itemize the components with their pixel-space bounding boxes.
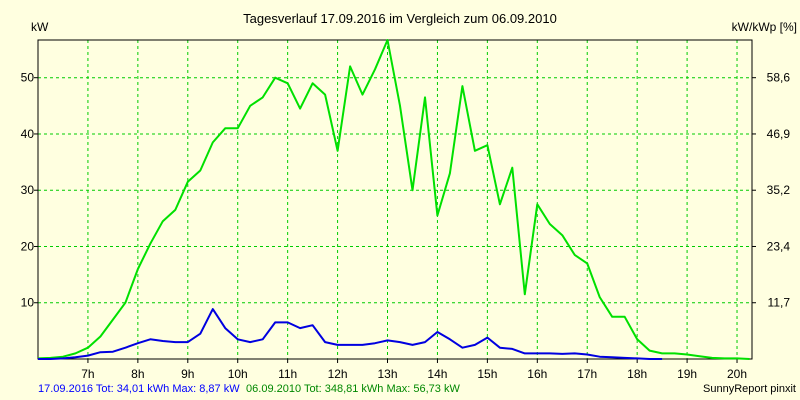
y-left-tick-label: 50	[21, 71, 35, 85]
series-line-06-09-2010	[37, 39, 750, 360]
footer-2010-summary: 06.09.2010 Tot: 348,81 kWh Max: 56,73 kW	[246, 383, 460, 395]
footer-summary: 17.09.2016 Tot: 34,01 kWh Max: 8,87 kW 0…	[38, 379, 460, 396]
x-tick-label: 19h	[677, 367, 697, 381]
x-tick-label: 9h	[181, 367, 194, 381]
footer-2016-summary: 17.09.2016 Tot: 34,01 kWh Max: 8,87 kW	[38, 383, 240, 395]
y-right-tick-label: 46,9	[767, 127, 791, 141]
x-tick-label: 16h	[527, 367, 547, 381]
series-line-17-09-2016	[38, 308, 663, 360]
right-axis-unit: kW/kWp [%]	[732, 20, 797, 34]
x-tick-label: 15h	[477, 367, 497, 381]
chart-title: Tagesverlauf 17.09.2016 im Vergleich zum…	[243, 11, 557, 26]
y-right-tick-label: 11,7	[768, 296, 791, 310]
x-tick-label: 13h	[377, 367, 397, 381]
x-tick-label: 17h	[577, 367, 597, 381]
left-axis-unit: kW	[31, 20, 49, 34]
x-tick-label: 20h	[727, 367, 747, 381]
y-right-tick-label: 35,2	[767, 183, 791, 197]
x-tick-label: 11h	[278, 367, 297, 381]
x-tick-label: 12h	[328, 367, 348, 381]
tick-labels: 7h 8h 9h 10h 11h 12h 13h 14h 15h 16h 17h 18h 19h 20h 1…	[21, 71, 791, 381]
y-right-tick-label: 23,4	[767, 239, 791, 253]
series-group	[37, 39, 750, 360]
y-left-tick-label: 20	[21, 239, 35, 253]
y-left-tick-label: 40	[21, 127, 35, 141]
x-tick-label: 7h	[81, 367, 94, 381]
x-tick-label: 10h	[228, 367, 248, 381]
x-tick-label: 14h	[427, 367, 447, 381]
footer-credit: SunnyReport pinxit	[703, 383, 796, 395]
x-tick-label: 8h	[131, 367, 144, 381]
y-left-tick-label: 30	[21, 183, 35, 197]
x-tick-label: 18h	[627, 367, 647, 381]
y-left-tick-label: 10	[21, 296, 35, 310]
y-right-tick-label: 58,6	[767, 71, 791, 85]
plot-frame	[37, 39, 753, 360]
